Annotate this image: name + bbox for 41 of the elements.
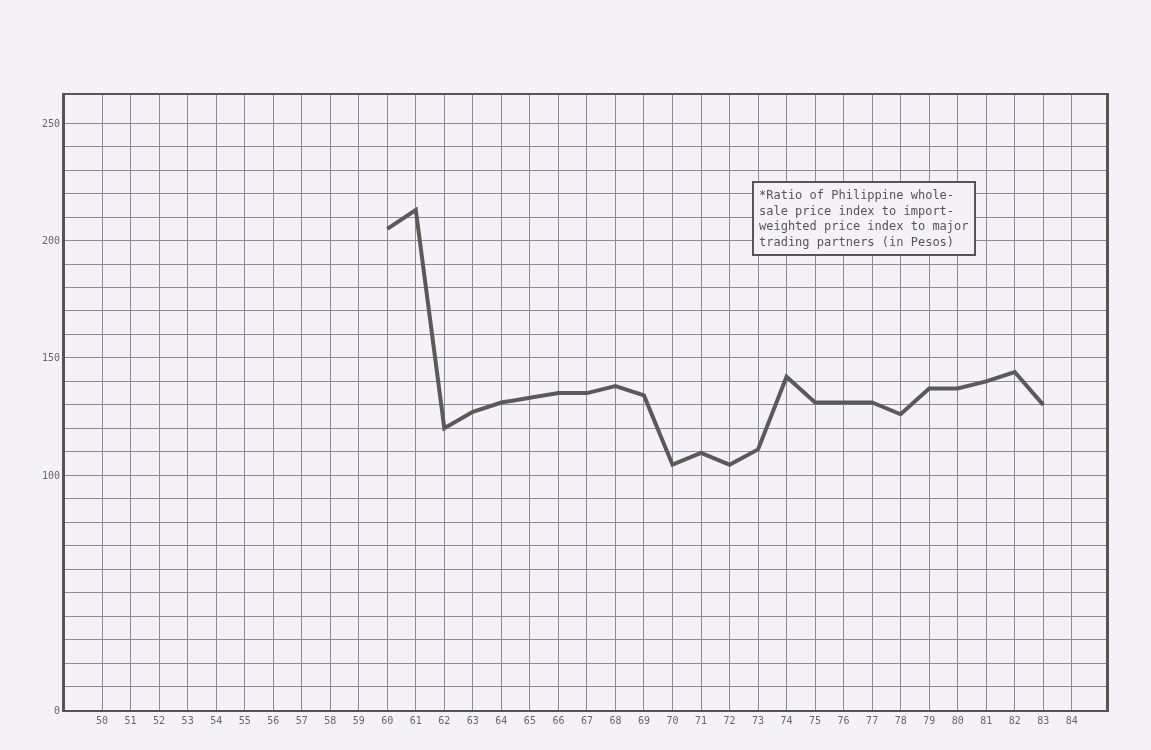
x-tick-label: 68: [609, 715, 622, 726]
x-tick-label: 67: [580, 715, 593, 726]
x-tick-label: 75: [809, 715, 822, 726]
x-tick-label: 60: [381, 715, 394, 726]
x-tick-label: 73: [752, 715, 765, 726]
y-tick-label: 0: [53, 704, 60, 716]
x-tick-label: 57: [295, 715, 308, 726]
x-tick-label: 55: [238, 715, 251, 726]
x-tick-label: 76: [837, 715, 850, 726]
x-tick-label: 66: [552, 715, 565, 726]
x-tick-label: 84: [1065, 715, 1078, 726]
x-tick-label: 69: [637, 715, 650, 726]
x-tick-label: 62: [438, 715, 451, 726]
x-tick-label: 63: [466, 715, 479, 726]
x-tick-label: 72: [723, 715, 736, 726]
x-tick-label: 56: [267, 715, 280, 726]
x-tick-label: 82: [1008, 715, 1021, 726]
x-tick-label: 80: [951, 715, 964, 726]
x-tick-label: 54: [210, 715, 223, 726]
x-tick-label: 50: [96, 715, 109, 726]
x-tick-label: 58: [324, 715, 337, 726]
x-tick-label: 71: [694, 715, 708, 726]
x-tick-label: 81: [980, 715, 993, 726]
y-tick-label: 150: [41, 352, 60, 364]
x-tick-label: 77: [866, 715, 879, 726]
x-tick-label: 59: [352, 715, 365, 726]
x-tick-label: 74: [780, 715, 793, 726]
x-tick-label: 53: [181, 715, 194, 726]
x-tick-label: 52: [153, 715, 166, 726]
x-tick-label: 83: [1037, 715, 1050, 726]
annotation: *Ratio of Philippine whole- sale price index to import- weighted price index to major trading partners (in Pesos): [759, 188, 969, 249]
x-tick-label: 64: [495, 715, 508, 726]
x-tick-label: 70: [666, 715, 679, 726]
x-tick-label: 61: [409, 715, 422, 726]
y-tick-label: 200: [41, 235, 60, 247]
x-tick-label: 65: [523, 715, 536, 726]
y-tick-label: 250: [41, 117, 60, 129]
x-tick-label: 51: [124, 715, 137, 726]
x-tick-label: 78: [894, 715, 907, 726]
y-tick-label: 100: [41, 469, 60, 481]
x-tick-label: 79: [923, 715, 936, 726]
